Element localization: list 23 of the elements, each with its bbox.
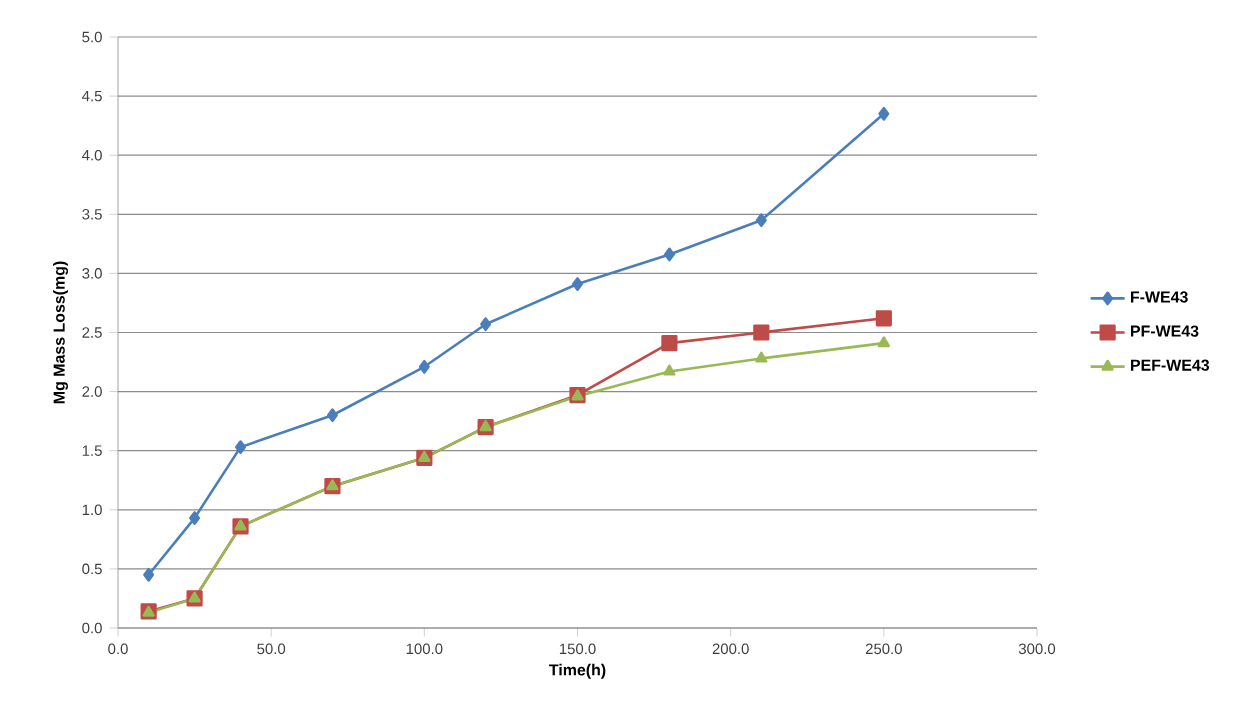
y-tick-label: 5.0 bbox=[82, 31, 102, 43]
legend-label: PEF-WE43 bbox=[1130, 359, 1210, 371]
y-tick-label: 3.5 bbox=[82, 209, 102, 220]
y-tick-label: 1.5 bbox=[82, 445, 102, 456]
x-tick-label: 300.0 bbox=[1018, 643, 1056, 655]
y-tick-label: 2.5 bbox=[82, 327, 102, 338]
x-tick-label: 0.0 bbox=[108, 643, 128, 655]
y-tick-label: 3.0 bbox=[82, 268, 102, 279]
legend-label: F-WE43 bbox=[1130, 291, 1188, 303]
x-tick-label: 100.0 bbox=[406, 643, 443, 655]
y-tick-label: 2.0 bbox=[82, 386, 102, 397]
x-tick-label: 250.0 bbox=[865, 643, 902, 655]
y-tick-label: 4.5 bbox=[82, 90, 102, 102]
y-axis-title: Mg Mass Loss(mg) bbox=[53, 261, 68, 404]
y-tick-label: 1.0 bbox=[82, 504, 102, 516]
y-tick-label: 0.0 bbox=[82, 622, 102, 634]
x-tick-label: 200.0 bbox=[712, 643, 749, 655]
y-tick-label: 0.5 bbox=[82, 563, 102, 575]
legend-label: PF-WE43 bbox=[1130, 325, 1199, 337]
y-tick-label: 4.0 bbox=[82, 149, 102, 161]
x-tick-label: 50.0 bbox=[257, 643, 286, 655]
x-axis-title: Time(h) bbox=[549, 663, 606, 679]
x-tick-label: 150.0 bbox=[559, 643, 596, 655]
